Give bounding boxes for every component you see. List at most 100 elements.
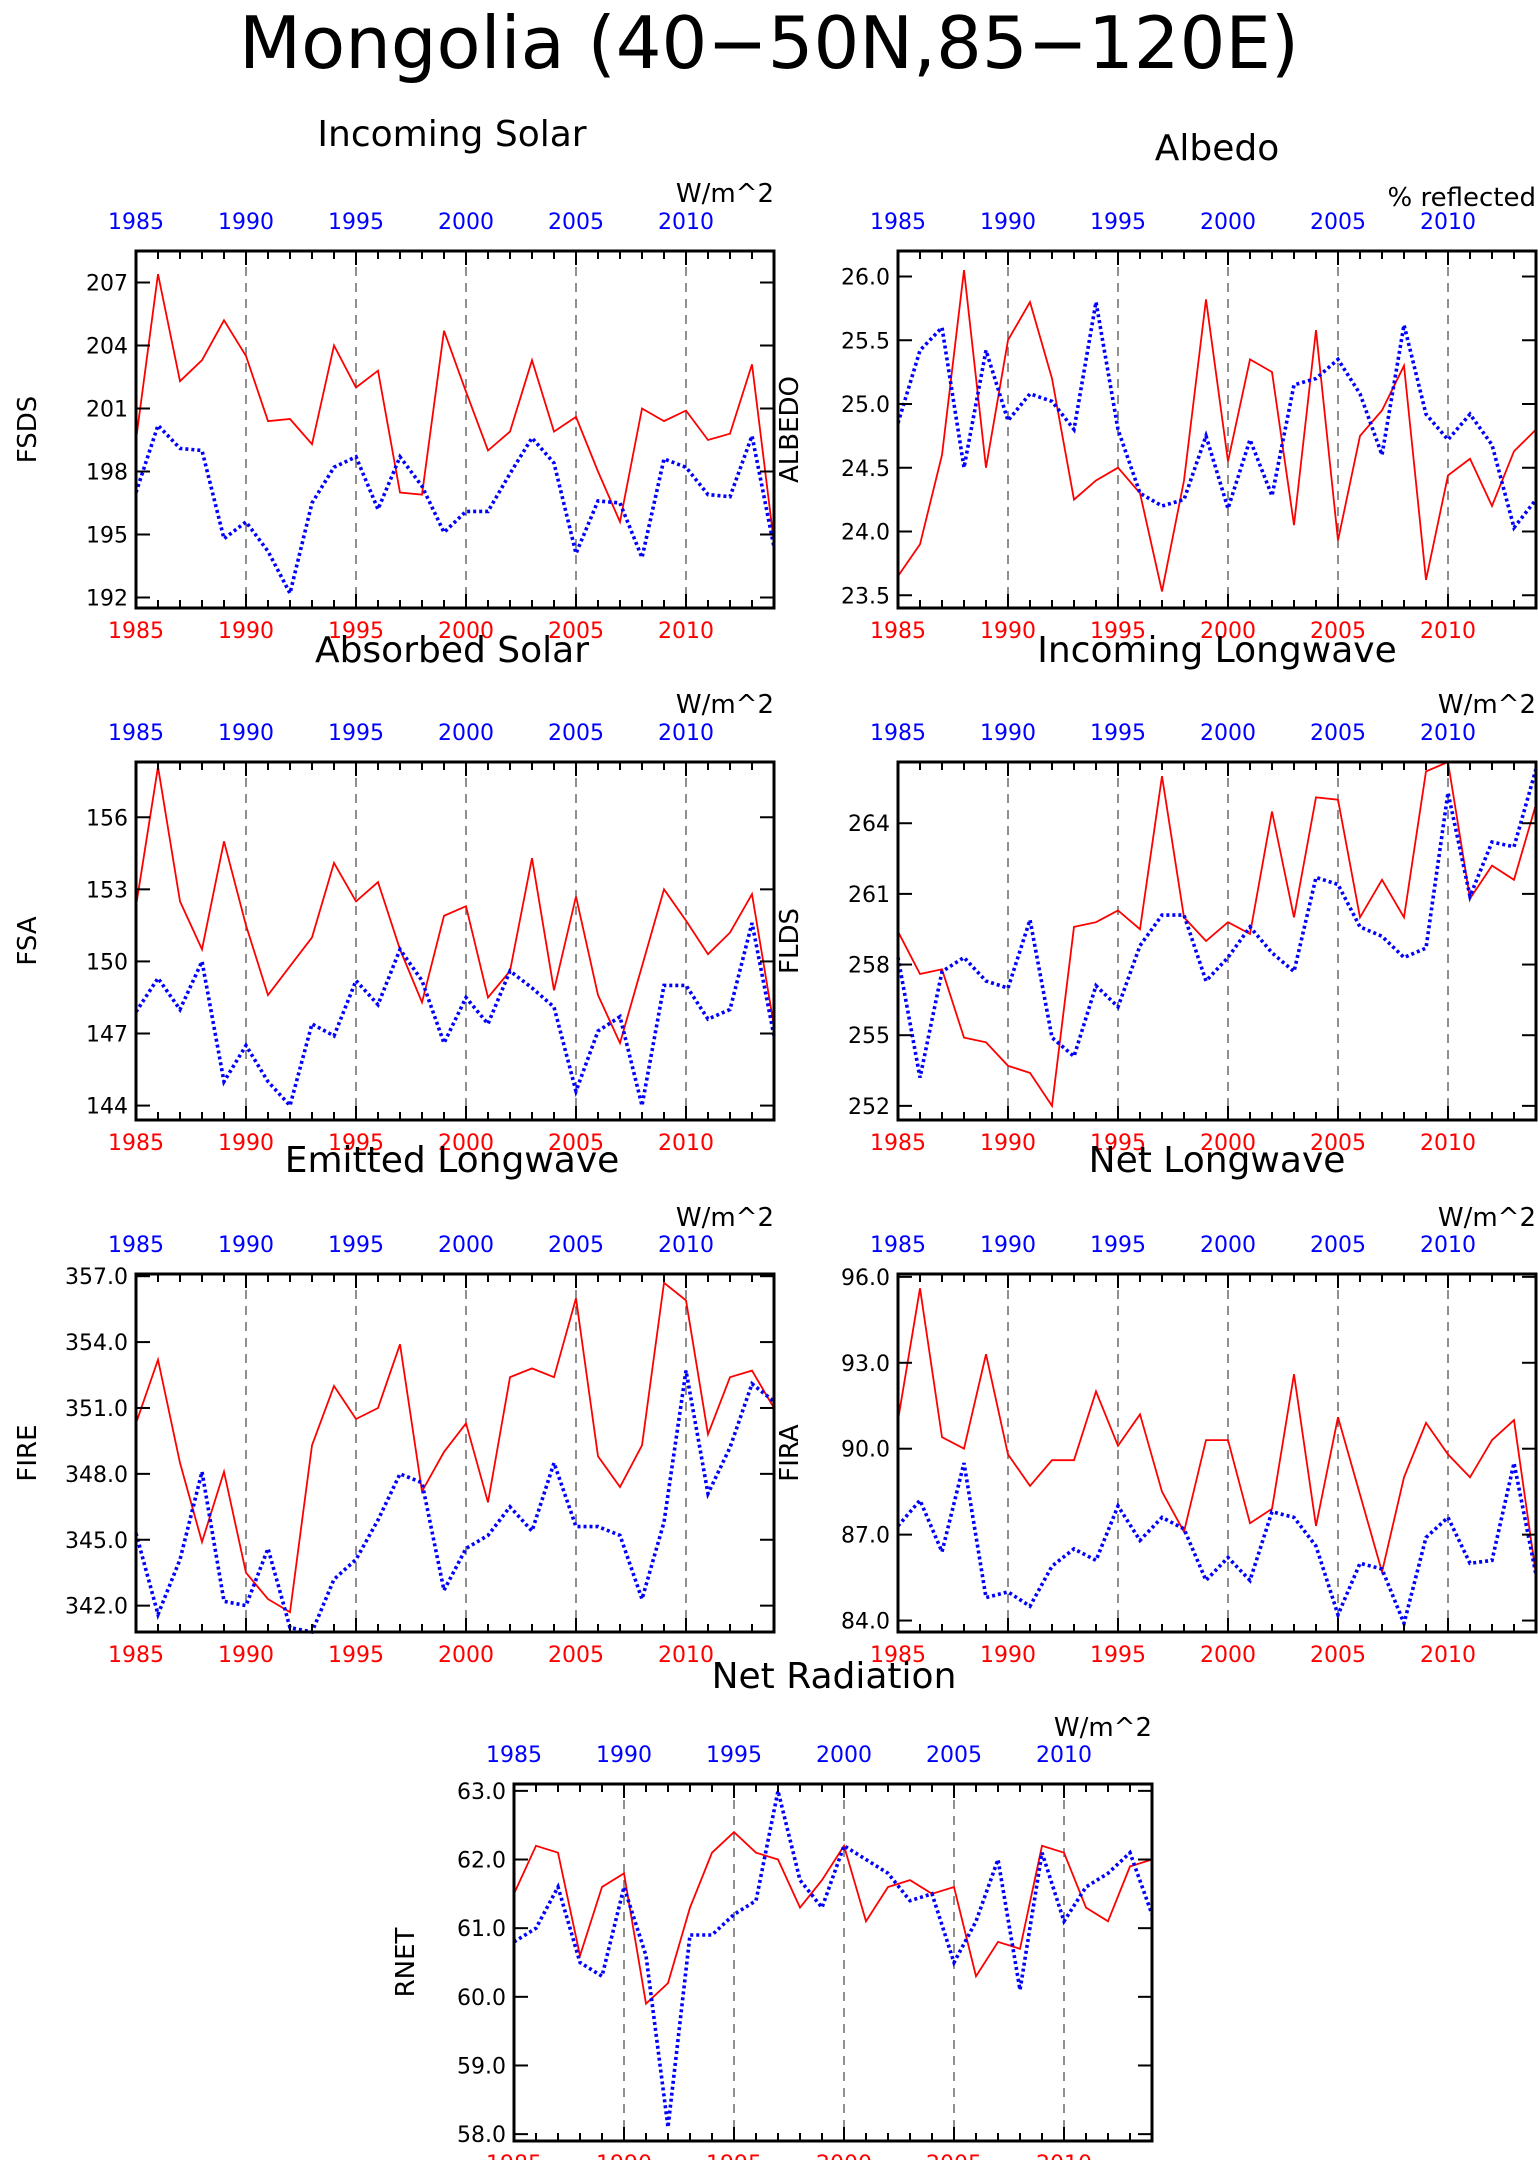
ytick-label: 204 — [86, 335, 128, 360]
panel-units: W/m^2 — [1438, 690, 1536, 720]
series-line-dotted — [134, 421, 776, 599]
series-line-solid — [897, 760, 1537, 1109]
panel-title: Albedo — [1155, 128, 1280, 169]
xtick-label-bottom: 1990 — [980, 619, 1036, 644]
plot-frame — [134, 760, 776, 1122]
ytick-label: 58.0 — [457, 2123, 506, 2148]
ytick-label: 153 — [86, 878, 128, 903]
xtick-label-top: 2005 — [1310, 210, 1366, 235]
ytick-label: 60.0 — [457, 1986, 506, 2011]
xtick-label-top: 2000 — [816, 1743, 872, 1768]
xtick-label-top: 1985 — [486, 1743, 542, 1768]
xtick-label-top: 2000 — [1200, 210, 1256, 235]
ytick-label: 258 — [848, 954, 890, 979]
xtick-label-bottom: 2010 — [1420, 619, 1476, 644]
xtick-label-bottom: 2000 — [816, 2152, 872, 2160]
xtick-label-bottom: 1990 — [218, 619, 274, 644]
xtick-label-bottom: 2010 — [658, 1643, 714, 1668]
panel-flds: Incoming Longwave W/m^2 1985 1985 1990 1990 19… — [775, 630, 1538, 1156]
xtick-label-top: 2000 — [438, 210, 494, 235]
xtick-label-bottom: 2005 — [1310, 619, 1366, 644]
y-axis-label: FIRE — [13, 1424, 43, 1481]
plot-frame — [134, 249, 776, 610]
ytick-label: 156 — [86, 806, 128, 831]
xtick-label-top: 1995 — [328, 721, 384, 746]
xtick-label-bottom: 2010 — [1420, 1131, 1476, 1156]
xtick-label-bottom: 2005 — [548, 1131, 604, 1156]
xtick-label-top: 2010 — [658, 721, 714, 746]
ytick-label: 59.0 — [457, 2054, 506, 2079]
ytick-label: 24.5 — [841, 457, 890, 482]
xtick-label-top: 1985 — [108, 1233, 164, 1258]
ytick-label: 342.0 — [65, 1595, 128, 1620]
panel-albedo: Albedo % reflected 1985 1985 1990 1990 1995 199… — [775, 128, 1538, 644]
panel-units: W/m^2 — [1054, 1713, 1152, 1743]
ytick-label: 63.0 — [457, 1780, 506, 1805]
plot-frame — [896, 1272, 1538, 1634]
ytick-label: 62.0 — [457, 1849, 506, 1874]
xtick-label-top: 2005 — [1310, 1233, 1366, 1258]
ytick-label: 357.0 — [65, 1265, 128, 1290]
y-axis-label: FLDS — [775, 908, 805, 974]
xtick-label-bottom: 2005 — [1310, 1131, 1366, 1156]
xtick-label-bottom: 2005 — [548, 619, 604, 644]
panel-units: W/m^2 — [676, 690, 774, 720]
xtick-label-top: 1995 — [1090, 721, 1146, 746]
ytick-label: 252 — [848, 1095, 890, 1120]
xtick-label-bottom: 1995 — [328, 619, 384, 644]
panels: Incoming Solar W/m^2 1985 1985 1990 1990 1995 1… — [13, 114, 1538, 2160]
xtick-label-top: 2010 — [1036, 1743, 1092, 1768]
series-line-solid — [897, 1288, 1537, 1576]
xtick-label-top: 1995 — [1090, 1233, 1146, 1258]
series-line-dotted — [134, 1370, 776, 1635]
xtick-label-top: 1995 — [1090, 210, 1146, 235]
ytick-label: 255 — [848, 1024, 890, 1049]
xtick-label-top: 2005 — [548, 721, 604, 746]
xtick-label-bottom: 2010 — [658, 1131, 714, 1156]
xtick-label-bottom: 2010 — [658, 619, 714, 644]
series-line-dotted — [896, 1462, 1538, 1630]
panel-units: W/m^2 — [676, 179, 774, 209]
panel-rnet: Net Radiation W/m^2 1985 1985 1990 1990 1995 19… — [391, 1656, 1154, 2160]
xtick-label-bottom: 2000 — [438, 1643, 494, 1668]
xtick-label-top: 2010 — [1420, 1233, 1476, 1258]
series-line-dotted — [134, 922, 776, 1110]
xtick-label-top: 2005 — [548, 1233, 604, 1258]
xtick-label-top: 1990 — [596, 1743, 652, 1768]
xtick-label-top: 1990 — [980, 1233, 1036, 1258]
plot-frame — [134, 1272, 776, 1634]
xtick-label-bottom: 1985 — [108, 619, 164, 644]
xtick-label-top: 2005 — [1310, 721, 1366, 746]
panel-fira: Net Longwave W/m^2 1985 1985 1990 1990 1995 199… — [775, 1140, 1538, 1668]
panel-units: % reflected — [1388, 183, 1536, 213]
xtick-label-bottom: 1995 — [1090, 1131, 1146, 1156]
xtick-label-top: 1985 — [870, 721, 926, 746]
ytick-label: 93.0 — [841, 1352, 890, 1377]
xtick-label-bottom: 1990 — [218, 1131, 274, 1156]
ytick-label: 90.0 — [841, 1438, 890, 1463]
xtick-label-bottom: 1985 — [870, 1643, 926, 1668]
panel-title: Absorbed Solar — [315, 630, 589, 671]
series-line-solid — [135, 273, 775, 544]
panel-title: Incoming Solar — [317, 114, 586, 155]
ytick-label: 144 — [86, 1095, 128, 1120]
xtick-label-bottom: 2010 — [1036, 2152, 1092, 2160]
xtick-label-bottom: 2000 — [1200, 1643, 1256, 1668]
xtick-label-top: 2010 — [1420, 210, 1476, 235]
xtick-label-bottom: 1995 — [1090, 1643, 1146, 1668]
xtick-label-bottom: 2010 — [1420, 1643, 1476, 1668]
y-axis-label: ALBEDO — [775, 376, 805, 483]
xtick-label-bottom: 1985 — [108, 1643, 164, 1668]
xtick-label-bottom: 2000 — [1200, 1131, 1256, 1156]
xtick-label-top: 2010 — [658, 210, 714, 235]
xtick-label-top: 1990 — [218, 721, 274, 746]
xtick-label-bottom: 2000 — [438, 1131, 494, 1156]
ytick-label: 192 — [86, 587, 128, 612]
xtick-label-top: 1995 — [328, 1233, 384, 1258]
series-line-dotted — [513, 1790, 1154, 2128]
xtick-label-bottom: 1990 — [596, 2152, 652, 2160]
ytick-label: 26.0 — [841, 266, 890, 291]
xtick-label-top: 1985 — [108, 210, 164, 235]
ytick-label: 87.0 — [841, 1524, 890, 1549]
